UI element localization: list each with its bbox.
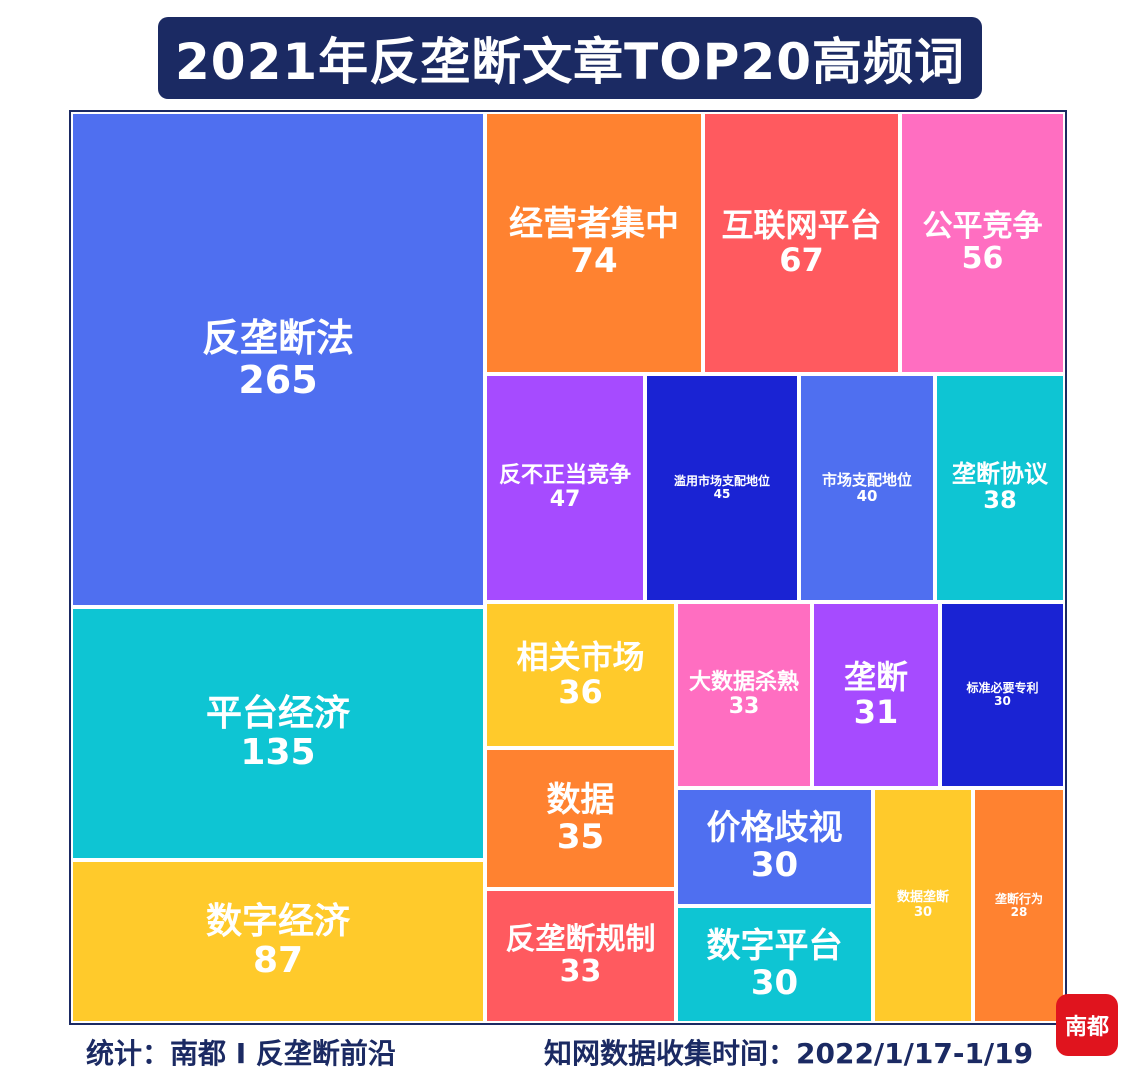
- treemap-cell: 经营者集中 74: [485, 112, 703, 374]
- treemap: 反垄断法 265 平台经济 135 数字经济 87 经营者集中 74 互联网平台 67 公平竞争 56…: [71, 112, 1065, 1023]
- chart-title-banner: 2021年反垄断文章TOP20高频词: [158, 17, 982, 99]
- cell-value: 87: [253, 942, 303, 981]
- cell-label: 反不正当竞争: [499, 464, 631, 488]
- cell-label: 平台经济: [206, 695, 350, 734]
- treemap-cell: 垄断行为 28: [973, 788, 1065, 1023]
- cell-label: 垄断行为: [995, 893, 1043, 906]
- cell-label: 数字经济: [206, 903, 350, 942]
- treemap-cell: 垄断 31: [812, 602, 940, 788]
- cell-label: 市场支配地位: [822, 472, 912, 488]
- cell-label: 数字平台: [707, 928, 843, 965]
- cell-value: 33: [560, 956, 602, 988]
- cell-value: 30: [994, 695, 1011, 708]
- period-note: 知网数据收集时间：2022/1/17-1/19: [544, 1032, 1033, 1072]
- cell-value: 47: [550, 488, 581, 512]
- cell-label: 反垄断法: [202, 318, 354, 359]
- nandu-logo: 南都: [1056, 994, 1118, 1056]
- cell-value: 38: [983, 488, 1016, 514]
- treemap-cell: 价格歧视 30: [676, 788, 873, 906]
- cell-value: 36: [558, 675, 603, 710]
- treemap-cell: 反垄断规制 33: [485, 889, 676, 1023]
- treemap-cell: 垄断协议 38: [935, 374, 1065, 602]
- cell-label: 数据: [547, 782, 615, 819]
- cell-value: 33: [729, 695, 760, 719]
- treemap-cell: 标准必要专利 30: [940, 602, 1065, 788]
- cell-label: 公平竞争: [923, 211, 1043, 243]
- cell-label: 价格歧视: [707, 810, 843, 847]
- cell-value: 35: [557, 819, 604, 856]
- cell-value: 135: [240, 734, 315, 773]
- cell-value: 31: [854, 695, 899, 730]
- treemap-cell: 大数据杀熟 33: [676, 602, 812, 788]
- cell-value: 40: [857, 488, 878, 504]
- source-note: 统计：南都 I 反垄断前沿: [86, 1032, 396, 1072]
- treemap-cell: 数字平台 30: [676, 906, 873, 1023]
- cell-label: 经营者集中: [509, 206, 679, 243]
- cell-value: 30: [914, 906, 932, 920]
- cell-label: 垄断: [844, 660, 908, 695]
- treemap-cell: 反不正当竞争 47: [485, 374, 645, 602]
- chart-title: 2021年反垄断文章TOP20高频词: [175, 22, 965, 94]
- cell-value: 30: [751, 965, 798, 1002]
- cell-label: 大数据杀熟: [689, 671, 799, 695]
- treemap-cell: 反垄断法 265: [71, 112, 485, 607]
- cell-label: 数据垄断: [897, 891, 949, 905]
- cell-value: 28: [1011, 906, 1028, 919]
- cell-label: 相关市场: [516, 640, 644, 675]
- cell-label: 垄断协议: [952, 462, 1048, 488]
- treemap-cell: 互联网平台 67: [703, 112, 900, 374]
- cell-value: 45: [714, 488, 731, 501]
- cell-value: 74: [570, 243, 617, 280]
- logo-text: 南都: [1065, 1009, 1109, 1041]
- treemap-cell: 平台经济 135: [71, 607, 485, 860]
- treemap-cell: 市场支配地位 40: [799, 374, 935, 602]
- cell-value: 265: [238, 360, 317, 401]
- cell-value: 56: [962, 243, 1004, 275]
- treemap-cell: 数据垄断 30: [873, 788, 973, 1023]
- cell-value: 30: [751, 847, 798, 884]
- treemap-cell: 公平竞争 56: [900, 112, 1065, 374]
- treemap-cell: 相关市场 36: [485, 602, 676, 748]
- cell-value: 67: [779, 243, 824, 278]
- cell-label: 互联网平台: [721, 208, 881, 243]
- treemap-cell: 数字经济 87: [71, 860, 485, 1023]
- treemap-cell: 滥用市场支配地位 45: [645, 374, 799, 602]
- cell-label: 反垄断规制: [506, 924, 656, 956]
- treemap-cell: 数据 35: [485, 748, 676, 889]
